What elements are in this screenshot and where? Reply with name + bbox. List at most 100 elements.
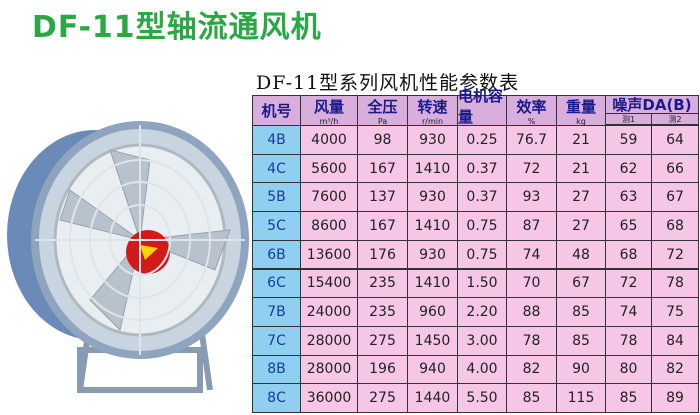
data-cell: 235 <box>357 297 408 327</box>
data-cell: 62 <box>605 153 652 184</box>
model-cell: 6B <box>252 239 301 270</box>
data-cell: 1.50 <box>457 268 507 299</box>
data-cell: 82 <box>651 354 699 385</box>
data-cell: 27 <box>556 182 606 213</box>
model-cell: 4C <box>252 153 301 184</box>
data-cell: 89 <box>651 383 699 413</box>
column-name: 噪声DA(B) <box>612 96 692 114</box>
data-cell: 0.37 <box>457 182 507 213</box>
data-cell: 7600 <box>300 182 358 213</box>
data-cell: 70 <box>506 268 557 299</box>
data-cell: 68 <box>651 211 699 241</box>
column-name: 效率 <box>516 97 547 116</box>
data-cell: 15400 <box>300 268 358 299</box>
data-cell: 1450 <box>407 325 458 356</box>
column-unit: m³/h <box>319 116 339 126</box>
column-header: 转速 r/min <box>407 95 458 126</box>
column-header: 重量 kg <box>556 95 606 126</box>
column-header: 噪声DA(B) <box>605 95 699 114</box>
data-cell: 275 <box>357 325 408 356</box>
data-cell: 59 <box>605 125 652 155</box>
column-unit: r/min <box>421 116 444 126</box>
data-cell: 4000 <box>300 125 358 155</box>
data-cell: 88 <box>506 297 557 327</box>
data-cell: 72 <box>651 239 699 270</box>
data-cell: 940 <box>407 354 458 385</box>
data-cell: 28000 <box>300 354 358 385</box>
column-name: 风量 <box>313 97 344 116</box>
column-header: 机号 <box>252 95 301 126</box>
data-cell: 82 <box>506 354 557 385</box>
data-cell: 84 <box>651 325 699 356</box>
data-cell: 78 <box>605 325 652 356</box>
data-cell: 21 <box>556 125 606 155</box>
column-name: 电机容量 <box>458 87 504 126</box>
data-cell: 0.37 <box>457 153 507 184</box>
column-name: 机号 <box>261 102 292 120</box>
data-cell: 930 <box>407 125 458 155</box>
data-cell: 960 <box>407 297 458 327</box>
model-cell: 8C <box>252 383 301 413</box>
column-header: 电机容量KW <box>457 87 507 136</box>
data-cell: 48 <box>556 239 606 270</box>
column-subheader: 测2 <box>651 113 699 125</box>
column-name: 全压 <box>367 97 398 116</box>
column-subheader: 测1 <box>605 113 652 125</box>
column-unit: % <box>527 116 536 126</box>
data-cell: 167 <box>357 153 408 184</box>
column-name: 重量 <box>565 97 596 116</box>
data-cell: 167 <box>357 211 408 241</box>
model-cell: 7C <box>252 325 301 356</box>
data-cell: 63 <box>605 182 652 213</box>
data-cell: 78 <box>651 268 699 299</box>
data-cell: 235 <box>357 268 408 299</box>
data-cell: 1410 <box>407 211 458 241</box>
data-cell: 68 <box>605 239 652 270</box>
column-unit: kg <box>576 116 586 126</box>
column-header: 全压 Pa <box>357 95 408 126</box>
model-cell: 5C <box>252 211 301 241</box>
data-cell: 0.75 <box>457 239 507 270</box>
page-title: DF-11型轴流通风机 <box>32 10 322 45</box>
data-cell: 1410 <box>407 268 458 299</box>
column-unit: Pa <box>377 116 388 126</box>
data-cell: 115 <box>556 383 606 413</box>
data-cell: 80 <box>605 354 652 385</box>
data-cell: 0.75 <box>457 211 507 241</box>
data-cell: 85 <box>605 383 652 413</box>
data-cell: 176 <box>357 239 408 270</box>
data-cell: 67 <box>651 182 699 213</box>
model-cell: 7B <box>252 297 301 327</box>
data-cell: 24000 <box>300 297 358 327</box>
sub-label: 测1 <box>621 114 636 124</box>
model-cell: 5B <box>252 182 301 213</box>
data-cell: 66 <box>651 153 699 184</box>
column-header: 效率% <box>506 95 557 126</box>
data-cell: 5.50 <box>457 383 507 413</box>
data-cell: 5600 <box>300 153 358 184</box>
data-cell: 930 <box>407 239 458 270</box>
model-cell: 8B <box>252 354 301 385</box>
data-cell: 98 <box>357 125 408 155</box>
data-cell: 74 <box>506 239 557 270</box>
data-cell: 85 <box>556 325 606 356</box>
data-cell: 28000 <box>300 325 358 356</box>
data-cell: 36000 <box>300 383 358 413</box>
data-cell: 93 <box>506 182 557 213</box>
model-cell: 6C <box>252 268 301 299</box>
data-cell: 196 <box>357 354 408 385</box>
data-cell: 4.00 <box>457 354 507 385</box>
data-cell: 85 <box>506 383 557 413</box>
data-cell: 65 <box>605 211 652 241</box>
data-cell: 13600 <box>300 239 358 270</box>
table-title: DF-11型系列风机性能参数表 <box>256 72 520 94</box>
fan-illustration <box>7 121 249 393</box>
model-cell: 4B <box>252 125 301 155</box>
data-cell: 0.25 <box>457 125 507 155</box>
data-cell: 64 <box>651 125 699 155</box>
data-cell: 85 <box>556 297 606 327</box>
data-cell: 67 <box>556 268 606 299</box>
data-cell: 275 <box>357 383 408 413</box>
data-cell: 27 <box>556 211 606 241</box>
